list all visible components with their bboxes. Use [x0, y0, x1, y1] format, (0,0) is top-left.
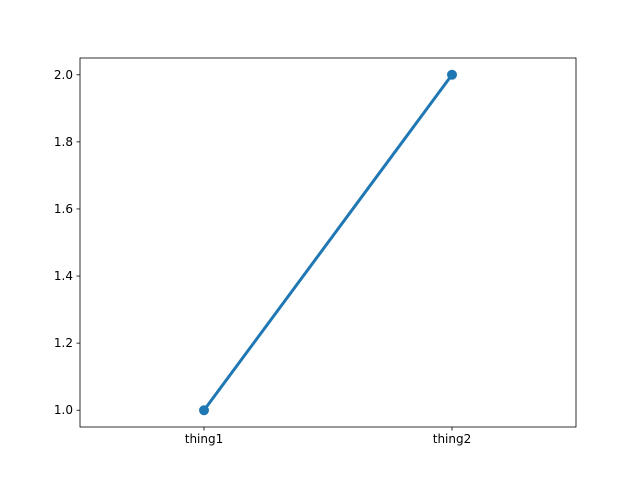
data-point: [199, 405, 209, 416]
x-tick-label: thing1: [185, 432, 224, 446]
y-tick-label: 1.4: [54, 269, 73, 283]
y-tick-label: 1.8: [54, 135, 73, 149]
y-axis-ticks: 1.0 1.2 1.4 1.6 1.8 2.0: [54, 68, 80, 417]
series-layer: [199, 69, 457, 416]
data-point: [447, 69, 457, 80]
series-line: [202, 73, 454, 412]
y-tick-label: 1.6: [54, 202, 73, 216]
x-axis-ticks: thing1 thing2: [185, 427, 472, 446]
y-tick-label: 2.0: [54, 68, 73, 82]
x-tick-label: thing2: [433, 432, 472, 446]
plot-area: 1.0 1.2 1.4 1.6 1.8 2.0 thing1 thing2: [54, 57, 577, 446]
axes-frame: [79, 57, 577, 428]
y-tick-label: 1.0: [54, 403, 73, 417]
y-tick-label: 1.2: [54, 336, 73, 350]
